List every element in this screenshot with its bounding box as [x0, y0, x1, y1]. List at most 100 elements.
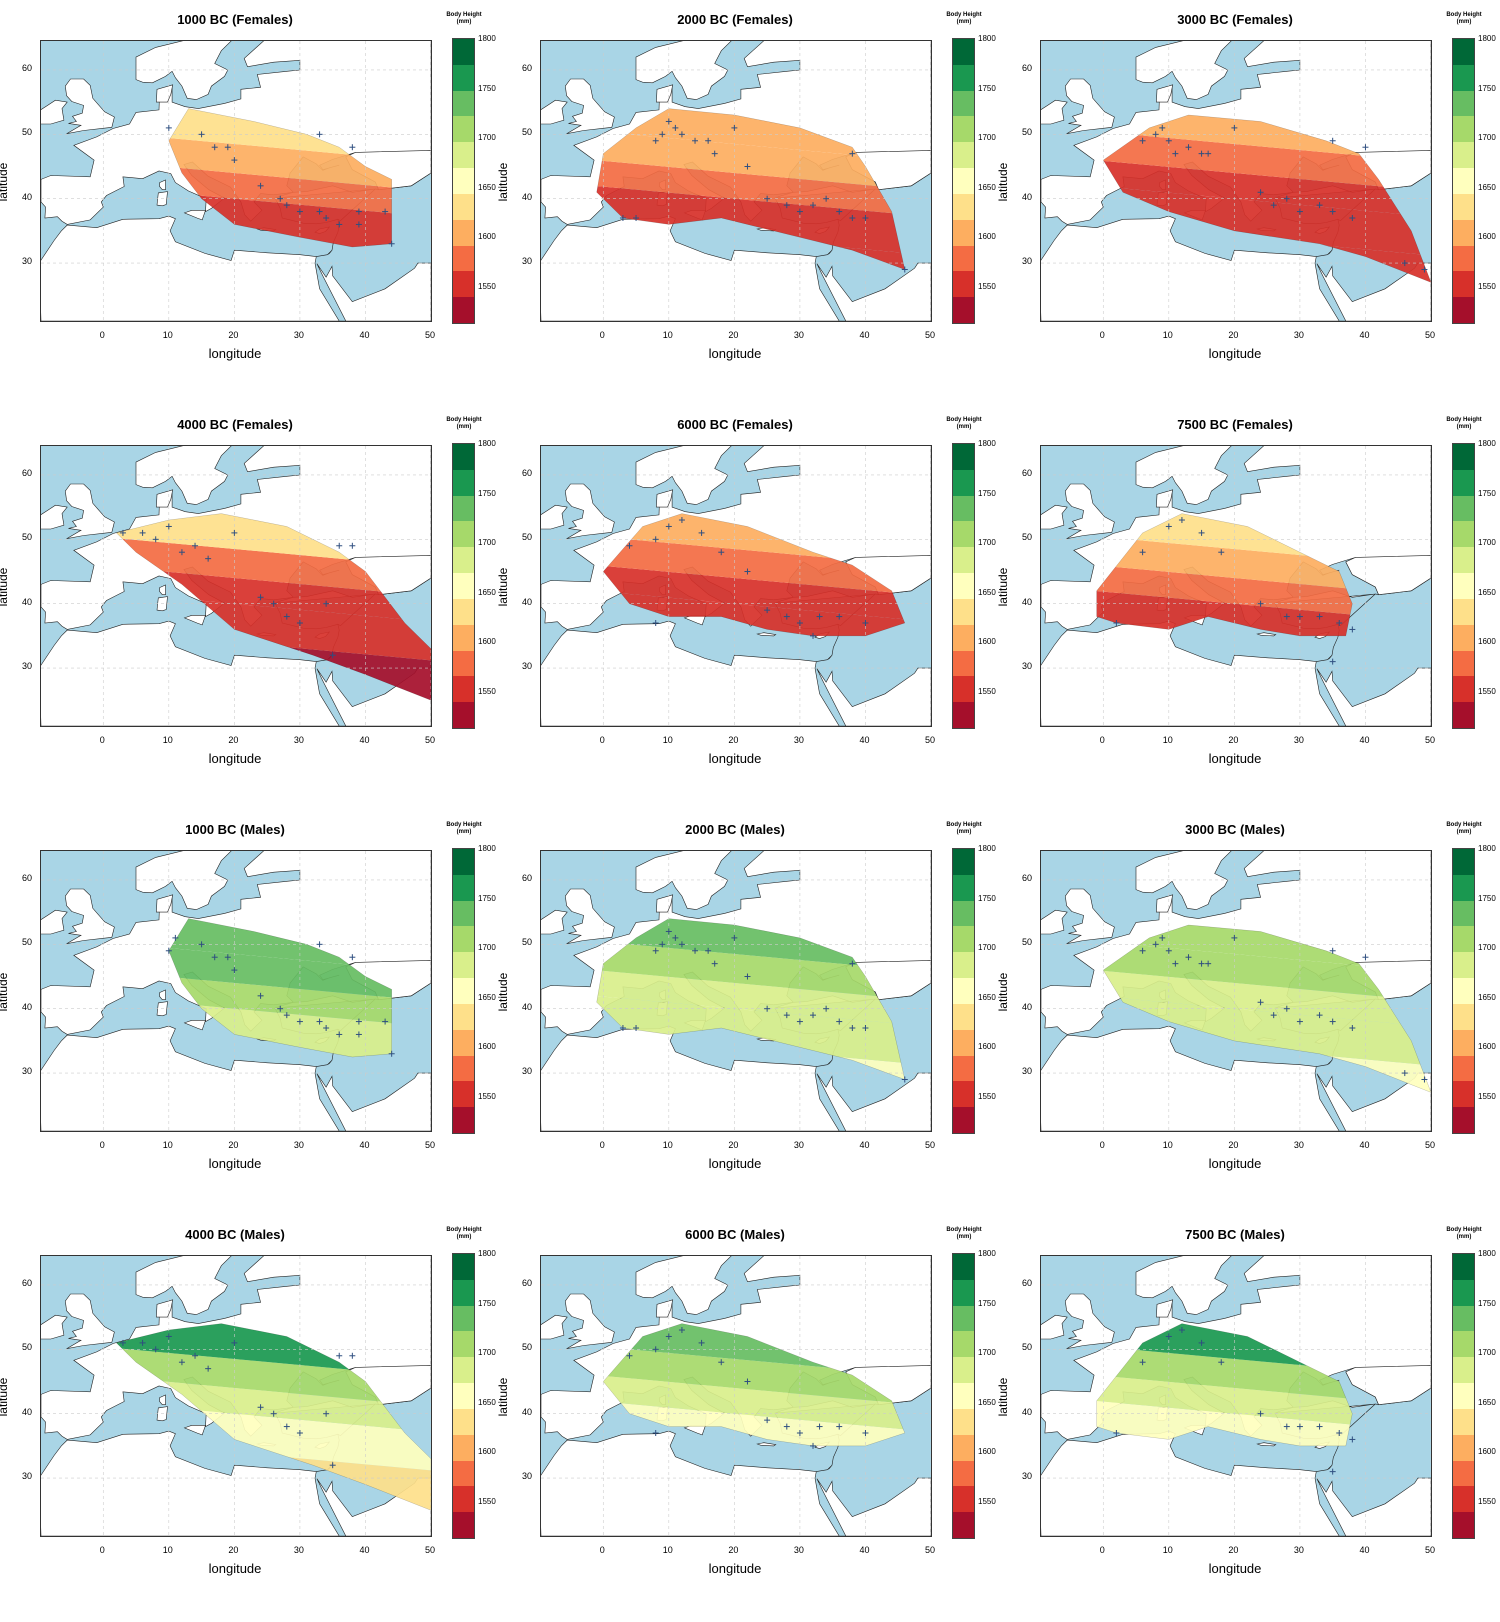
map-panel: 1000 BC (Males) 60 50 40 30 0 10 20 30 40 50 longit…: [0, 810, 500, 1215]
map-panel: 7500 BC (Females) 60 50 40 30 0 10 20 30 40 50 long…: [996, 405, 1500, 810]
legend-color-bin: [1453, 521, 1474, 548]
legend-color-bin: [1453, 1434, 1474, 1461]
x-tick-label: 10: [662, 1140, 673, 1150]
site-marker: [1421, 266, 1428, 273]
landmass-ireland: [41, 909, 68, 935]
legend-tick-label: 1650: [478, 992, 496, 1002]
landmass-britain: [564, 888, 615, 944]
legend-title-text: Body Height: [1446, 12, 1482, 18]
site-marker: [698, 1339, 705, 1346]
site-marker: [1165, 1333, 1172, 1340]
legend-color-bin: [453, 573, 474, 599]
y-tick-label: 40: [1021, 1406, 1032, 1417]
site-marker: [1296, 1018, 1303, 1025]
y-tick-label: 50: [21, 937, 32, 948]
site-marker: [652, 620, 659, 627]
color-legend: [452, 443, 475, 729]
landmass-britain: [1064, 888, 1115, 944]
site-marker: [823, 195, 830, 202]
legend-tick-label: 1700: [978, 943, 996, 953]
x-tick-label: 40: [359, 330, 370, 340]
site-marker: [862, 1025, 869, 1032]
site-marker: [1329, 658, 1336, 665]
map-plot-area: [1040, 40, 1432, 322]
legend-color-bin: [1453, 1055, 1474, 1082]
legend-tick-label: 1650: [1478, 992, 1496, 1002]
landmass-ireland: [541, 909, 568, 935]
x-tick-label: 0: [599, 1140, 605, 1150]
legend-color-bin: [953, 90, 974, 117]
site-marker: [355, 208, 362, 215]
legend-tick-label: 1550: [478, 687, 496, 696]
legend-tick-label: 1650: [1478, 1397, 1496, 1407]
legend-unit: (mm): [1456, 829, 1472, 835]
legend-tick-label: 1800: [978, 1249, 996, 1258]
site-marker: [1316, 1423, 1323, 1430]
site-marker: [1205, 150, 1212, 157]
y-axis-label: latitude: [0, 1377, 10, 1417]
site-marker: [783, 1423, 790, 1430]
landmass-ireland: [1041, 504, 1068, 530]
x-tick-label: 20: [728, 735, 739, 745]
site-marker: [296, 208, 303, 215]
site-marker: [718, 549, 725, 556]
site-marker: [1257, 999, 1264, 1006]
x-tick-label: 0: [1099, 1545, 1105, 1555]
site-marker: [336, 221, 343, 228]
x-tick-label: 50: [924, 735, 935, 745]
legend-unit: (mm): [456, 424, 472, 430]
legend-color-bin: [1453, 900, 1474, 927]
legend-color-bin: [453, 598, 474, 625]
legend-tick-label: 1800: [478, 1249, 496, 1258]
site-marker: [862, 620, 869, 627]
site-marker: [1139, 137, 1146, 144]
panel-title: 4000 BC (Females): [177, 417, 293, 432]
site-marker: [1231, 124, 1238, 131]
landmass-scandinavia: [1135, 41, 1232, 100]
legend-color-bin: [953, 116, 974, 143]
x-axis-label: longitude: [208, 346, 262, 361]
site-marker: [329, 652, 336, 659]
site-marker: [626, 1352, 633, 1359]
y-tick-label: 30: [21, 256, 32, 267]
legend-color-bin: [953, 469, 974, 496]
legend-color-bin: [1453, 547, 1474, 574]
map-plot-area: [1040, 1255, 1432, 1537]
site-marker: [152, 1346, 159, 1353]
landmass-ireland: [541, 504, 568, 530]
site-marker: [139, 1339, 146, 1346]
y-tick-label: 30: [1021, 661, 1032, 672]
legend-unit: (mm): [456, 829, 472, 835]
x-tick-label: 50: [1424, 1545, 1435, 1555]
site-marker: [672, 934, 679, 941]
site-marker: [211, 144, 218, 151]
map-plot-area: [540, 1255, 932, 1537]
legend-color-bin: [453, 952, 474, 979]
site-marker: [783, 202, 790, 209]
legend-tick-label: 1550: [478, 1092, 496, 1101]
legend-tick-label: 1550: [1478, 1092, 1496, 1101]
site-marker: [355, 1018, 362, 1025]
legend-color-bin: [1453, 64, 1474, 91]
map-panel: 1000 BC (Females) 60 50 40 30 0 10 20 30 40 50 long…: [0, 0, 500, 405]
site-marker: [349, 1352, 356, 1359]
site-marker: [277, 1005, 284, 1012]
y-tick-label: 30: [1021, 1471, 1032, 1482]
site-marker: [849, 1025, 856, 1032]
legend-color-bin: [453, 676, 474, 703]
x-tick-label: 0: [99, 735, 105, 745]
map-panel: 6000 BC (Males) 60 50 40 30 0 10 20 30 40 50 longit…: [496, 1215, 1000, 1620]
map-plot-area: [40, 1255, 432, 1537]
surface-outline: [1102, 114, 1431, 283]
legend-color-bin: [453, 297, 474, 323]
landmass-britain: [64, 78, 115, 134]
legend-tick-label: 1700: [978, 538, 996, 548]
x-tick-label: 30: [1293, 330, 1304, 340]
legend-color-bin: [1453, 1081, 1474, 1108]
legend-tick-label: 1700: [478, 943, 496, 953]
surface-outline: [168, 918, 392, 1058]
legend-color-bin: [1453, 952, 1474, 979]
legend-tick-label: 1550: [478, 282, 496, 291]
legend-color-bin: [1453, 271, 1474, 298]
legend-tick-label: 1750: [978, 1298, 996, 1308]
